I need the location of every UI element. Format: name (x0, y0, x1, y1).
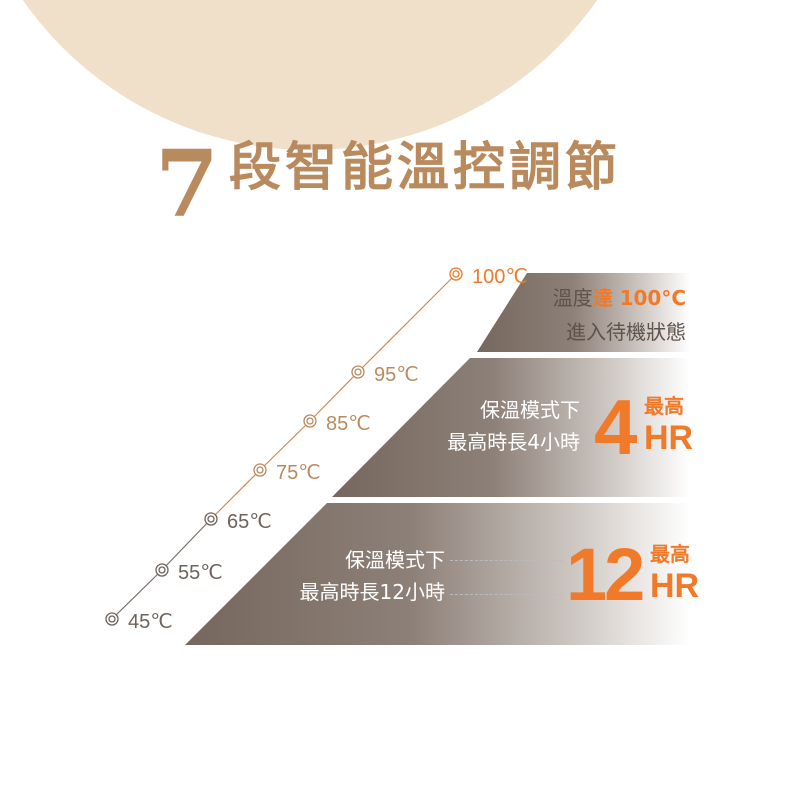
title-text: 段智能溫控調節 (229, 137, 622, 198)
temp-label: 75℃ (276, 462, 321, 484)
step-line (357, 273, 457, 373)
step-line (111, 569, 163, 620)
big-4: 4 (594, 383, 638, 471)
dash-line (582, 410, 592, 411)
band3-top: 最高 (650, 544, 690, 566)
band2-line2: 最高時長4小時 (447, 430, 580, 454)
band3-line1: 保溫模式下 (345, 548, 445, 572)
standby-line2: 進入待機狀態 (566, 320, 686, 344)
text-part: 溫度 (552, 286, 593, 310)
title-number: 7 (155, 130, 220, 238)
temp-point-icon (256, 466, 264, 474)
temp-point-icon (108, 615, 116, 623)
step-line (309, 371, 359, 422)
dash-line (450, 594, 562, 595)
temp-point-icon (306, 417, 314, 425)
temp-label: 100℃ (472, 266, 528, 288)
temp-label: 85℃ (326, 413, 371, 435)
band3-line2: 最高時長12小時 (299, 580, 445, 604)
band3-unit: HR (650, 567, 700, 605)
temp-label: 65℃ (227, 511, 272, 533)
standby-line1: 溫度達 100°C (553, 286, 686, 310)
band2-line1: 保溫模式下 (480, 398, 580, 422)
temp-point-icon (354, 368, 362, 376)
temp-point-icon (158, 566, 166, 574)
page-title: 7 段智能溫控調節 (155, 137, 622, 230)
dash-line (450, 560, 562, 561)
temp-point-icon (452, 270, 460, 278)
dash-line (582, 442, 592, 443)
temp-label: 95℃ (374, 364, 419, 386)
temp-label: 45℃ (128, 611, 173, 633)
temp-label: 55℃ (178, 562, 223, 584)
band2-top: 最高 (644, 396, 684, 418)
big-12: 12 (566, 533, 645, 616)
text-highlight: 達 100°C (592, 286, 686, 310)
step-line (161, 518, 212, 571)
step-line (210, 469, 261, 520)
temp-point-icon (207, 515, 215, 523)
step-line (259, 420, 311, 471)
band2-unit: HR (644, 419, 694, 457)
